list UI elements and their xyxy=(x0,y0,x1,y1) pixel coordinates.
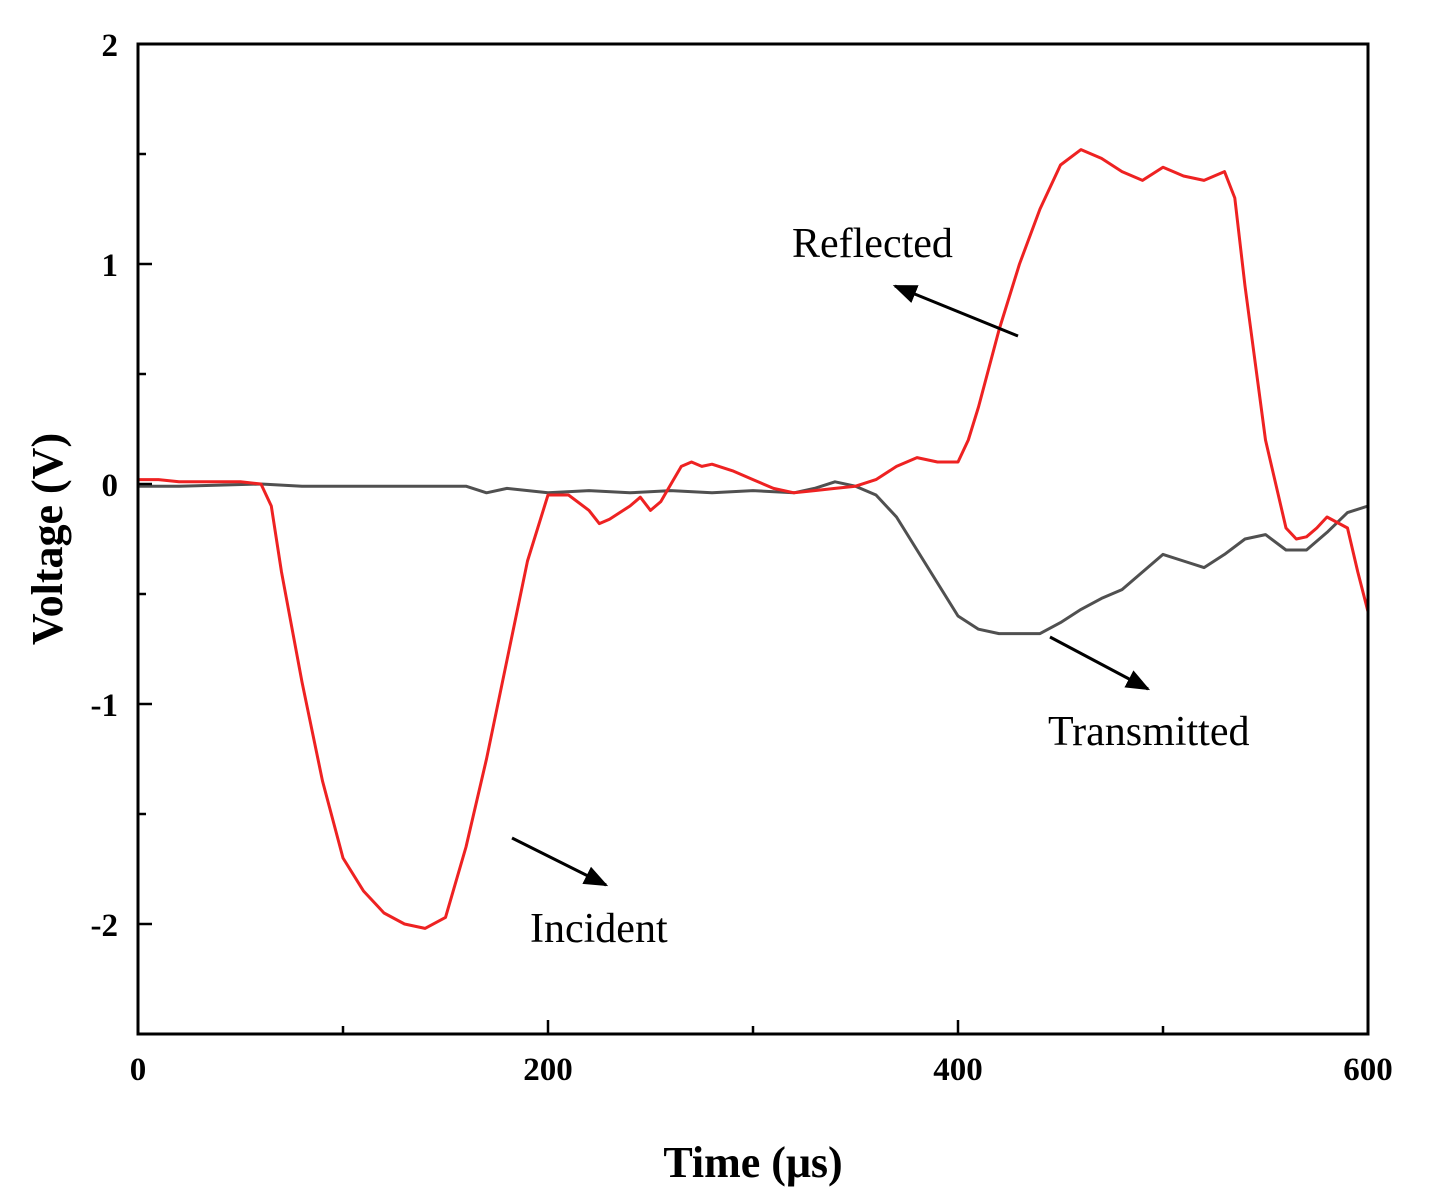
incident-arrow xyxy=(511,836,609,887)
series-layer xyxy=(138,148,1370,930)
x-tick-label: 600 xyxy=(1343,1052,1393,1088)
annotation-layer: Reflected Transmitted Incident xyxy=(511,221,1249,952)
x-tick-label: 200 xyxy=(523,1052,573,1088)
y-tick-label: 0 xyxy=(102,468,119,504)
y-tick-label: -2 xyxy=(91,908,119,944)
reflected-arrow xyxy=(892,284,1019,338)
y-tick-label: 2 xyxy=(102,28,119,64)
series-line-reflected xyxy=(138,148,1370,930)
y-tick-label: -1 xyxy=(91,688,119,724)
transmitted-arrow xyxy=(1049,635,1151,691)
x-axis-title: Time (μs) xyxy=(663,1138,842,1187)
reflected-label: Reflected xyxy=(792,221,953,267)
y-axis-title: Voltage (V) xyxy=(23,433,72,645)
tick-layer: 0 200 400 600 2 1 0 -1 -2 xyxy=(91,28,1393,1088)
x-tick-label: 400 xyxy=(933,1052,983,1088)
y-tick-label: 1 xyxy=(102,248,119,284)
series-line-transmitted xyxy=(138,480,1369,636)
transmitted-label: Transmitted xyxy=(1048,709,1249,755)
x-tick-label: 0 xyxy=(130,1052,147,1088)
plot-frame xyxy=(136,42,1370,1036)
incident-label: Incident xyxy=(530,906,668,952)
